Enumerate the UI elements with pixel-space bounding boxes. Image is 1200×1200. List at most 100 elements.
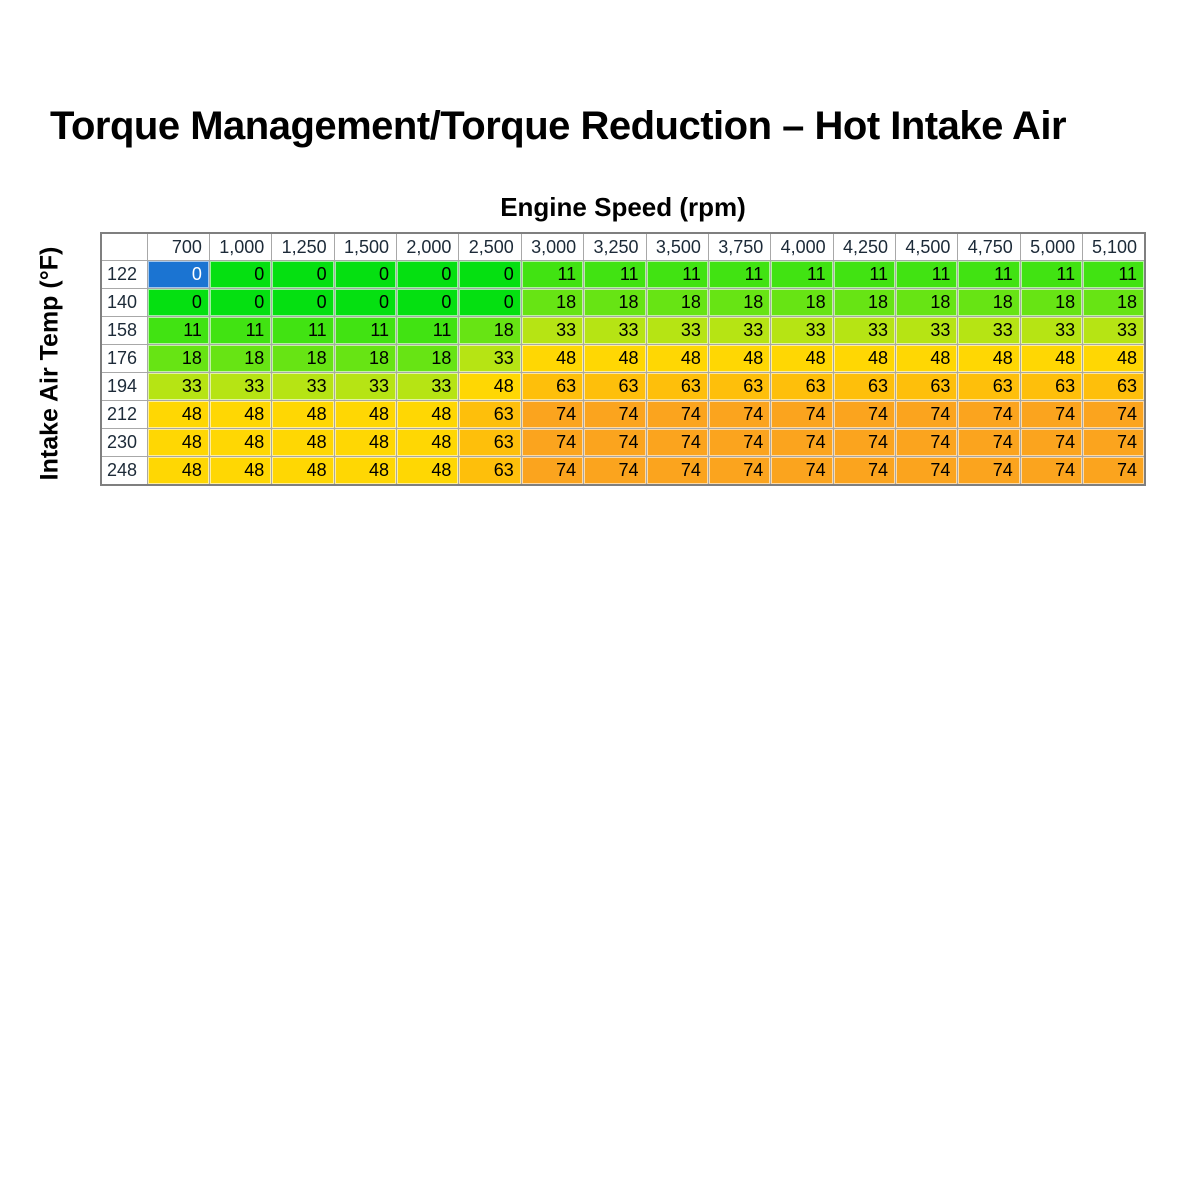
table-cell[interactable]: 33 <box>1082 316 1146 345</box>
table-cell[interactable]: 18 <box>395 344 460 373</box>
table-cell[interactable]: 74 <box>707 400 772 429</box>
table-cell[interactable]: 48 <box>395 428 460 457</box>
table-cell[interactable]: 63 <box>1019 372 1084 401</box>
row-header-temp[interactable]: 122 <box>100 260 148 289</box>
table-cell[interactable]: 18 <box>208 344 273 373</box>
table-cell[interactable]: 18 <box>707 288 772 317</box>
table-cell[interactable]: 33 <box>271 372 335 401</box>
table-cell[interactable]: 48 <box>333 428 398 457</box>
table-cell[interactable]: 63 <box>583 372 647 401</box>
table-cell[interactable]: 0 <box>333 288 398 317</box>
table-cell[interactable]: 11 <box>957 260 1021 289</box>
table-cell[interactable]: 11 <box>395 316 460 345</box>
table-cell[interactable]: 33 <box>894 316 959 345</box>
table-cell[interactable]: 48 <box>333 456 398 486</box>
col-header-rpm[interactable]: 3,250 <box>583 232 647 261</box>
table-cell[interactable]: 74 <box>894 428 959 457</box>
table-cell[interactable]: 0 <box>395 260 460 289</box>
col-header-rpm[interactable]: 4,000 <box>770 232 834 261</box>
table-cell[interactable]: 74 <box>645 456 709 486</box>
table-cell[interactable]: 48 <box>520 344 585 373</box>
table-cell[interactable]: 0 <box>458 260 522 289</box>
col-header-rpm[interactable]: 5,000 <box>1019 232 1084 261</box>
table-cell[interactable]: 74 <box>583 456 647 486</box>
col-header-rpm[interactable]: 1,000 <box>208 232 273 261</box>
table-cell[interactable]: 11 <box>333 316 398 345</box>
col-header-rpm[interactable]: 3,750 <box>707 232 772 261</box>
table-cell[interactable]: 63 <box>832 372 897 401</box>
table-cell[interactable]: 11 <box>208 316 273 345</box>
table-cell[interactable]: 48 <box>146 400 210 429</box>
table-cell[interactable]: 63 <box>520 372 585 401</box>
table-cell[interactable]: 74 <box>583 428 647 457</box>
col-header-rpm[interactable]: 3,500 <box>645 232 709 261</box>
row-header-temp[interactable]: 158 <box>100 316 148 345</box>
table-cell[interactable]: 33 <box>645 316 709 345</box>
table-cell[interactable]: 33 <box>458 344 522 373</box>
col-header-rpm[interactable]: 4,750 <box>957 232 1021 261</box>
table-cell[interactable]: 33 <box>1019 316 1084 345</box>
table-cell[interactable]: 11 <box>707 260 772 289</box>
table-cell[interactable]: 48 <box>208 456 273 486</box>
table-cell[interactable]: 74 <box>957 456 1021 486</box>
col-header-rpm[interactable]: 3,000 <box>520 232 585 261</box>
table-cell[interactable]: 74 <box>1019 428 1084 457</box>
table-cell[interactable]: 74 <box>707 456 772 486</box>
table-cell[interactable]: 48 <box>1082 344 1146 373</box>
table-cell[interactable]: 74 <box>832 456 897 486</box>
row-header-temp[interactable]: 176 <box>100 344 148 373</box>
table-cell[interactable]: 0 <box>395 288 460 317</box>
col-header-rpm[interactable]: 4,250 <box>832 232 897 261</box>
table-cell[interactable]: 74 <box>707 428 772 457</box>
table-cell[interactable]: 0 <box>333 260 398 289</box>
table-cell[interactable]: 33 <box>395 372 460 401</box>
table-cell[interactable]: 74 <box>645 428 709 457</box>
table-cell[interactable]: 18 <box>146 344 210 373</box>
table-cell[interactable]: 18 <box>957 288 1021 317</box>
table-cell[interactable]: 48 <box>583 344 647 373</box>
table-cell[interactable]: 74 <box>894 456 959 486</box>
table-cell[interactable]: 74 <box>1082 456 1146 486</box>
table-cell[interactable]: 63 <box>894 372 959 401</box>
table-cell[interactable]: 48 <box>146 428 210 457</box>
col-header-rpm[interactable]: 4,500 <box>894 232 959 261</box>
table-cell[interactable]: 33 <box>770 316 834 345</box>
table-cell[interactable]: 74 <box>520 456 585 486</box>
table-cell[interactable]: 33 <box>333 372 398 401</box>
col-header-rpm[interactable]: 5,100 <box>1082 232 1146 261</box>
table-cell[interactable]: 74 <box>1019 400 1084 429</box>
col-header-rpm[interactable]: 700 <box>146 232 210 261</box>
table-cell[interactable]: 33 <box>520 316 585 345</box>
table-cell[interactable]: 18 <box>1019 288 1084 317</box>
table-cell[interactable]: 74 <box>957 428 1021 457</box>
table-cell-selected[interactable]: 0 <box>146 260 210 289</box>
table-cell[interactable]: 11 <box>271 316 335 345</box>
table-cell[interactable]: 48 <box>395 456 460 486</box>
table-cell[interactable]: 0 <box>458 288 522 317</box>
col-header-rpm[interactable]: 2,500 <box>458 232 522 261</box>
table-cell[interactable]: 74 <box>520 400 585 429</box>
row-header-temp[interactable]: 230 <box>100 428 148 457</box>
table-cell[interactable]: 48 <box>208 400 273 429</box>
table-cell[interactable]: 18 <box>333 344 398 373</box>
table-cell[interactable]: 0 <box>146 288 210 317</box>
table-cell[interactable]: 63 <box>707 372 772 401</box>
table-cell[interactable]: 74 <box>770 428 834 457</box>
table-cell[interactable]: 74 <box>1082 400 1146 429</box>
row-header-temp[interactable]: 248 <box>100 456 148 486</box>
table-cell[interactable]: 11 <box>520 260 585 289</box>
table-cell[interactable]: 48 <box>645 344 709 373</box>
table-cell[interactable]: 33 <box>957 316 1021 345</box>
table-cell[interactable]: 33 <box>832 316 897 345</box>
col-header-rpm[interactable]: 1,500 <box>333 232 398 261</box>
table-cell[interactable]: 48 <box>770 344 834 373</box>
table-cell[interactable]: 48 <box>271 400 335 429</box>
table-cell[interactable]: 33 <box>707 316 772 345</box>
table-cell[interactable]: 48 <box>458 372 522 401</box>
table-cell[interactable]: 63 <box>645 372 709 401</box>
table-cell[interactable]: 63 <box>458 456 522 486</box>
table-cell[interactable]: 48 <box>957 344 1021 373</box>
table-cell[interactable]: 11 <box>146 316 210 345</box>
table-cell[interactable]: 74 <box>894 400 959 429</box>
table-cell[interactable]: 48 <box>208 428 273 457</box>
